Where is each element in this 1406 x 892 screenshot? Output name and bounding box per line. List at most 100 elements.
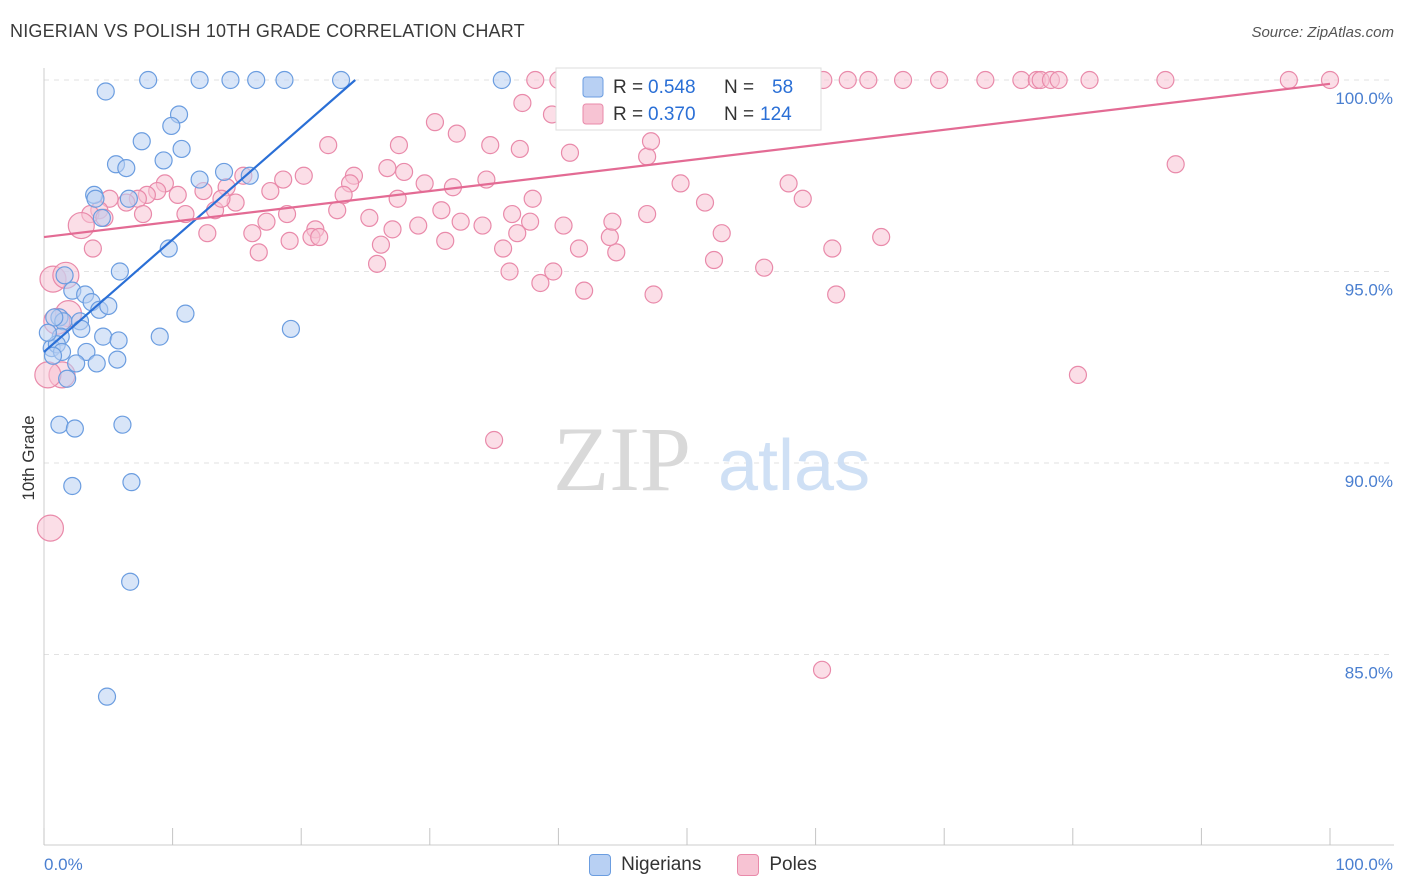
pole-point bbox=[500, 262, 519, 281]
nigerian-point bbox=[190, 70, 209, 90]
nigerian-point bbox=[77, 342, 96, 362]
pole-point bbox=[872, 227, 891, 247]
axes bbox=[43, 68, 1394, 846]
pole-point bbox=[641, 132, 661, 151]
pole-point bbox=[485, 430, 504, 450]
nigerian-point bbox=[492, 70, 511, 90]
pole-point bbox=[503, 204, 522, 224]
pole-point bbox=[560, 143, 580, 162]
pole-point bbox=[274, 170, 293, 189]
nigerian-point bbox=[139, 70, 158, 90]
stats-box: R = 0.548 N = 58 R = 0.370 N = 124 bbox=[555, 67, 822, 131]
nigerian-point bbox=[63, 476, 82, 496]
nigerian-point bbox=[67, 354, 86, 373]
pole-point bbox=[1080, 70, 1099, 90]
nigerian-point bbox=[109, 331, 128, 350]
y-axis-label: 10th Grade bbox=[19, 415, 38, 500]
legend-label-poles: Poles bbox=[769, 854, 817, 875]
pole-point bbox=[823, 239, 842, 258]
x-tick-label-1: 100.0% bbox=[1335, 855, 1393, 874]
y-tick-label-3: 85.0% bbox=[1345, 664, 1393, 683]
pole-point bbox=[603, 212, 622, 231]
pole-point bbox=[36, 514, 65, 542]
nigerian-point bbox=[97, 687, 117, 706]
pole-point bbox=[389, 136, 409, 155]
nigerian-point bbox=[96, 82, 115, 101]
nigerian-point bbox=[121, 572, 140, 591]
pole-point bbox=[249, 243, 268, 262]
nigerian-point bbox=[159, 239, 178, 258]
legend-swatch-poles bbox=[737, 854, 760, 876]
pole-point bbox=[280, 231, 299, 250]
nigerian-point bbox=[113, 415, 132, 434]
nigerian-point bbox=[281, 319, 301, 339]
stat-r-label-nigerians: R = bbox=[613, 77, 643, 98]
nigerian-point bbox=[43, 346, 63, 365]
pole-point bbox=[513, 93, 532, 113]
pole-point bbox=[394, 162, 414, 182]
pole-point bbox=[827, 285, 846, 304]
nigerian-point bbox=[92, 208, 111, 227]
stat-r-label-poles: R = bbox=[613, 104, 643, 125]
pole-point bbox=[34, 361, 62, 389]
series-poles bbox=[34, 70, 1340, 679]
pole-point bbox=[294, 166, 313, 185]
pole-point bbox=[1012, 70, 1031, 90]
tick-labels: 100.0% 95.0% 90.0% 85.0% 0.0% 100.0% bbox=[44, 89, 1393, 874]
pole-point bbox=[261, 181, 280, 201]
pole-point bbox=[1156, 70, 1175, 90]
pole-point bbox=[755, 258, 774, 277]
watermark-atlas: atlas bbox=[718, 426, 870, 506]
nigerian-point bbox=[190, 170, 209, 189]
pole-point bbox=[531, 273, 550, 293]
pole-point bbox=[671, 174, 690, 193]
pole-point bbox=[712, 224, 731, 243]
nigerian-point bbox=[58, 369, 77, 388]
pole-point bbox=[176, 204, 195, 224]
pole-point bbox=[447, 124, 466, 143]
pole-point bbox=[554, 216, 573, 235]
pole-point bbox=[319, 136, 338, 155]
pole-point bbox=[638, 204, 657, 224]
pole-point bbox=[510, 139, 529, 159]
pole-point bbox=[575, 281, 594, 300]
stat-n-label-poles: N = bbox=[724, 104, 754, 125]
pole-point bbox=[569, 239, 589, 258]
legend-label-nigerians: Nigerians bbox=[621, 854, 702, 875]
nigerian-point bbox=[94, 327, 113, 346]
legend-item-poles[interactable]: Poles bbox=[737, 851, 817, 879]
pole-point bbox=[371, 235, 391, 254]
nigerian-point bbox=[119, 189, 138, 208]
pole-point bbox=[695, 193, 715, 212]
pole-point bbox=[257, 212, 276, 231]
pole-point bbox=[383, 220, 402, 239]
pole-point bbox=[544, 262, 563, 281]
pole-point bbox=[929, 70, 949, 90]
pole-point bbox=[526, 70, 545, 90]
pole-point bbox=[1279, 70, 1298, 90]
y-tick-label-2: 90.0% bbox=[1345, 472, 1393, 491]
pole-point bbox=[328, 201, 347, 220]
pole-point bbox=[704, 250, 724, 270]
pole-point bbox=[388, 189, 407, 208]
nigerian-point bbox=[150, 327, 169, 346]
nigerian-point bbox=[38, 323, 57, 342]
stat-n-value-nigerians: 58 bbox=[772, 77, 793, 98]
pole-point bbox=[859, 70, 878, 90]
pole-point bbox=[523, 189, 542, 208]
x-tick-label-0: 0.0% bbox=[44, 855, 83, 874]
pole-point bbox=[644, 285, 663, 304]
nigerian-point bbox=[110, 262, 129, 281]
stat-r-value-nigerians: 0.548 bbox=[648, 77, 696, 98]
pole-point bbox=[793, 189, 812, 208]
nigerian-point bbox=[240, 166, 259, 185]
nigerian-point bbox=[87, 354, 106, 373]
legend: Nigerians Poles bbox=[0, 851, 1406, 879]
pole-point bbox=[838, 70, 857, 90]
trend-lines bbox=[43, 79, 1331, 353]
nigerian-point bbox=[65, 419, 84, 438]
trend-line-poles bbox=[43, 82, 1331, 239]
legend-item-nigerians[interactable]: Nigerians bbox=[589, 851, 701, 879]
pole-point bbox=[812, 660, 832, 679]
pole-point bbox=[432, 201, 451, 220]
